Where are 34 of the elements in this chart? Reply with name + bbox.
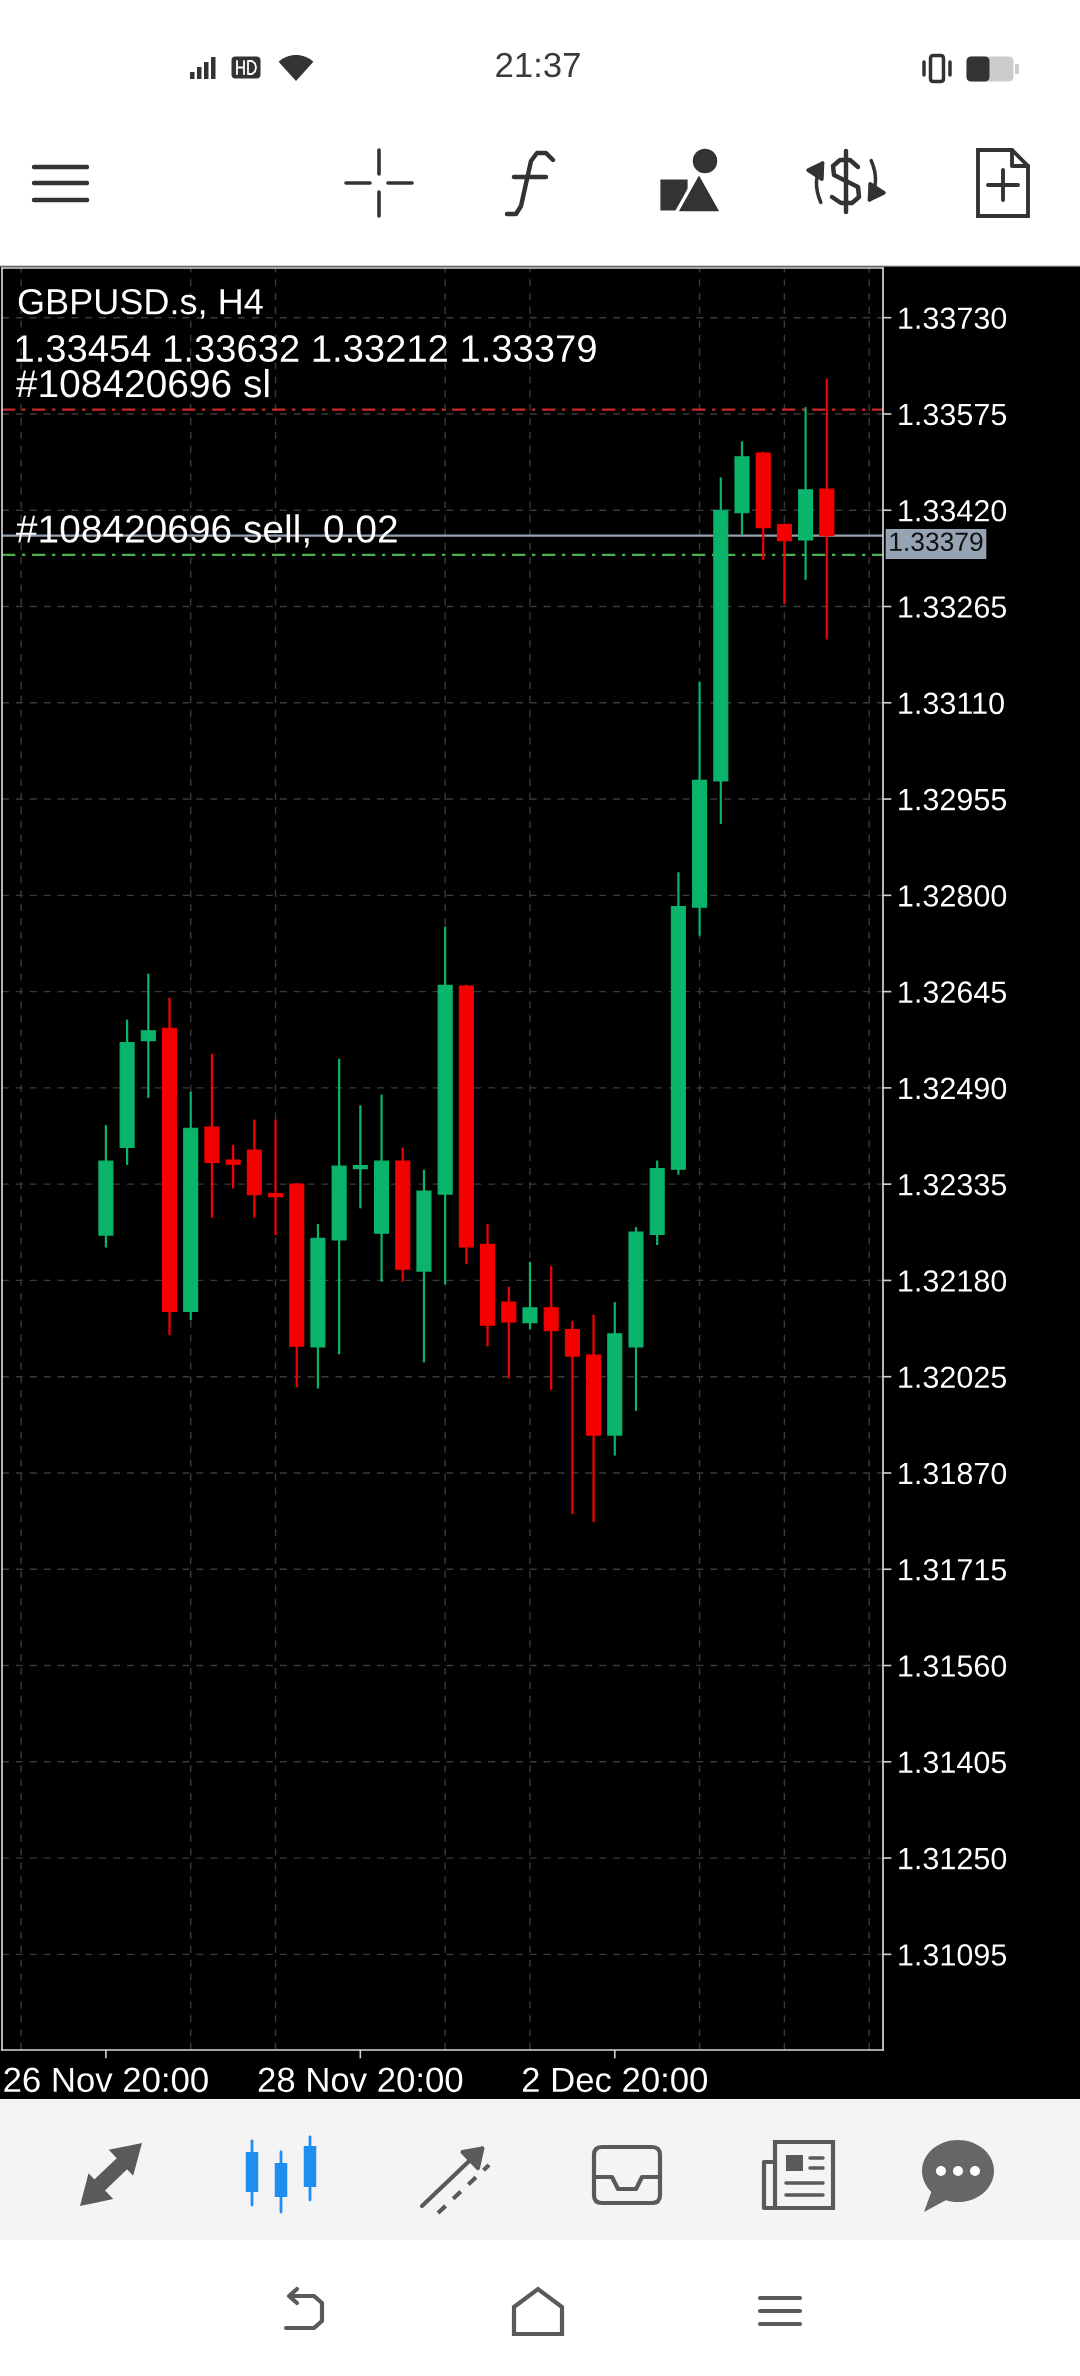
text: 1.33454 1.33632 1.33212 1.33379 xyxy=(16,335,596,363)
candlestick xyxy=(225,1143,241,1190)
candlestick xyxy=(501,1285,517,1380)
y-tick-label: 1.32800 xyxy=(899,885,1007,907)
text: 21:37 xyxy=(496,52,580,78)
y-tick-label: 1.33420 xyxy=(899,499,1007,522)
chart-title: GBPUSD.s, H4 xyxy=(18,288,263,319)
y-tick-label: 1.32335 xyxy=(899,1173,1007,1196)
candlestick xyxy=(140,972,156,1099)
y-tick-label: 1.31560 xyxy=(899,1655,1007,1677)
candlestick xyxy=(352,1104,368,1210)
y-tick-label: 1.32025 xyxy=(899,1366,1007,1389)
candlestick xyxy=(543,1265,559,1391)
y-tick-label: 1.33265 xyxy=(899,596,1007,618)
x-tick-label: 28 Nov 20:00 xyxy=(258,2067,463,2093)
y-tick-label: 1.32490 xyxy=(899,1077,1007,1100)
y-tick-label: 1.31870 xyxy=(899,1462,1007,1485)
candlestick xyxy=(776,522,792,606)
ref-line-label: #108420696 sl xyxy=(16,368,269,398)
y-tick-label: 1.33730 xyxy=(899,307,1007,330)
y-tick-label: 1.31095 xyxy=(899,1944,1007,1966)
y-tick-label: 1.31405 xyxy=(899,1751,1007,1774)
candlestick xyxy=(522,1260,538,1331)
y-tick-label: 1.32180 xyxy=(899,1270,1007,1292)
y-tick-label: 1.33110 xyxy=(899,692,1004,715)
y-tick-label: 1.32955 xyxy=(899,788,1007,811)
y-tick-label: 1.31715 xyxy=(899,1558,1007,1581)
y-tick-label: 1.32645 xyxy=(899,981,1007,1003)
x-tick-label: 2 Dec 20:00 xyxy=(522,2067,708,2093)
ref-line-label: 1.33379 xyxy=(890,532,983,552)
x-tick-label: 26 Nov 20:00 xyxy=(4,2067,208,2093)
candlestick xyxy=(267,1118,284,1237)
y-tick-label: 1.31250 xyxy=(899,1847,1007,1870)
y-tick-label: 1.33575 xyxy=(899,403,1007,426)
